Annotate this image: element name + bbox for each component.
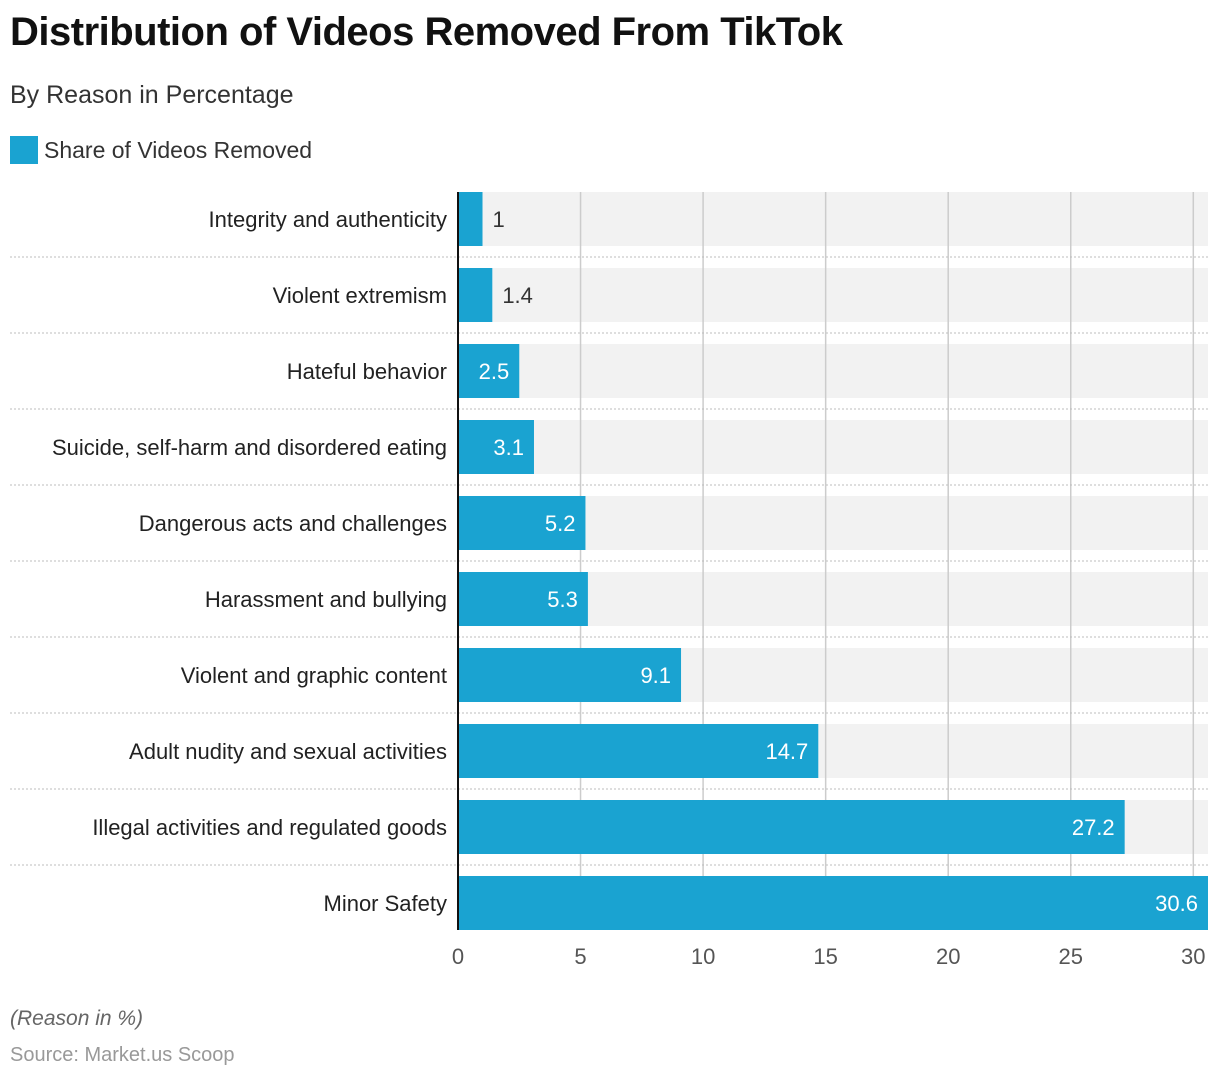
x-tick-label: 5 <box>574 944 586 969</box>
data-label: 1.4 <box>502 283 533 308</box>
bar <box>458 344 520 398</box>
category-label: Violent extremism <box>273 283 447 308</box>
bar <box>458 420 534 474</box>
bar-track <box>458 420 1208 474</box>
bar <box>458 648 682 702</box>
category-label: Suicide, self-harm and disordered eating <box>52 435 447 460</box>
data-label: 5.2 <box>545 511 576 536</box>
source-note: Source: Market.us Scoop <box>10 1044 235 1066</box>
bar <box>458 192 483 246</box>
category-label: Dangerous acts and challenges <box>139 511 447 536</box>
bar <box>458 800 1125 854</box>
category-label: Adult nudity and sexual activities <box>129 739 447 764</box>
bar-track <box>458 344 1208 398</box>
data-label: 14.7 <box>765 739 808 764</box>
data-label: 27.2 <box>1072 815 1115 840</box>
chart-subtitle: By Reason in Percentage <box>10 81 294 109</box>
bar-track <box>458 268 1208 322</box>
bar <box>458 268 493 322</box>
data-label: 1 <box>493 207 505 232</box>
x-tick-label: 30 <box>1181 944 1205 969</box>
bar <box>458 572 588 626</box>
bar-track <box>458 192 1208 246</box>
data-label: 2.5 <box>479 359 510 384</box>
category-label: Hateful behavior <box>287 359 447 384</box>
category-label: Minor Safety <box>324 891 448 916</box>
data-label: 30.6 <box>1155 891 1198 916</box>
data-label: 3.1 <box>493 435 524 460</box>
category-label: Violent and graphic content <box>181 663 447 688</box>
bar-chart: 1 Integrity and authenticity 1.4 Violent ex… <box>10 192 1208 969</box>
category-label: Harassment and bullying <box>205 587 447 612</box>
x-tick-label: 10 <box>691 944 715 969</box>
data-label: 5.3 <box>547 587 578 612</box>
x-tick-label: 25 <box>1059 944 1083 969</box>
x-tick-label: 0 <box>452 944 464 969</box>
category-label: Illegal activities and regulated goods <box>92 815 447 840</box>
footnote: (Reason in %) <box>10 1007 144 1030</box>
data-label: 9.1 <box>640 663 671 688</box>
legend-swatch <box>10 136 38 164</box>
legend-label: Share of Videos Removed <box>44 136 313 163</box>
chart-title: Distribution of Videos Removed From TikT… <box>10 10 843 54</box>
x-tick-label: 20 <box>936 944 960 969</box>
bar <box>458 876 1208 930</box>
category-label: Integrity and authenticity <box>209 207 447 232</box>
bar <box>458 724 819 778</box>
legend: Share of Videos Removed <box>10 136 312 164</box>
bar <box>458 496 586 550</box>
x-tick-label: 15 <box>813 944 837 969</box>
